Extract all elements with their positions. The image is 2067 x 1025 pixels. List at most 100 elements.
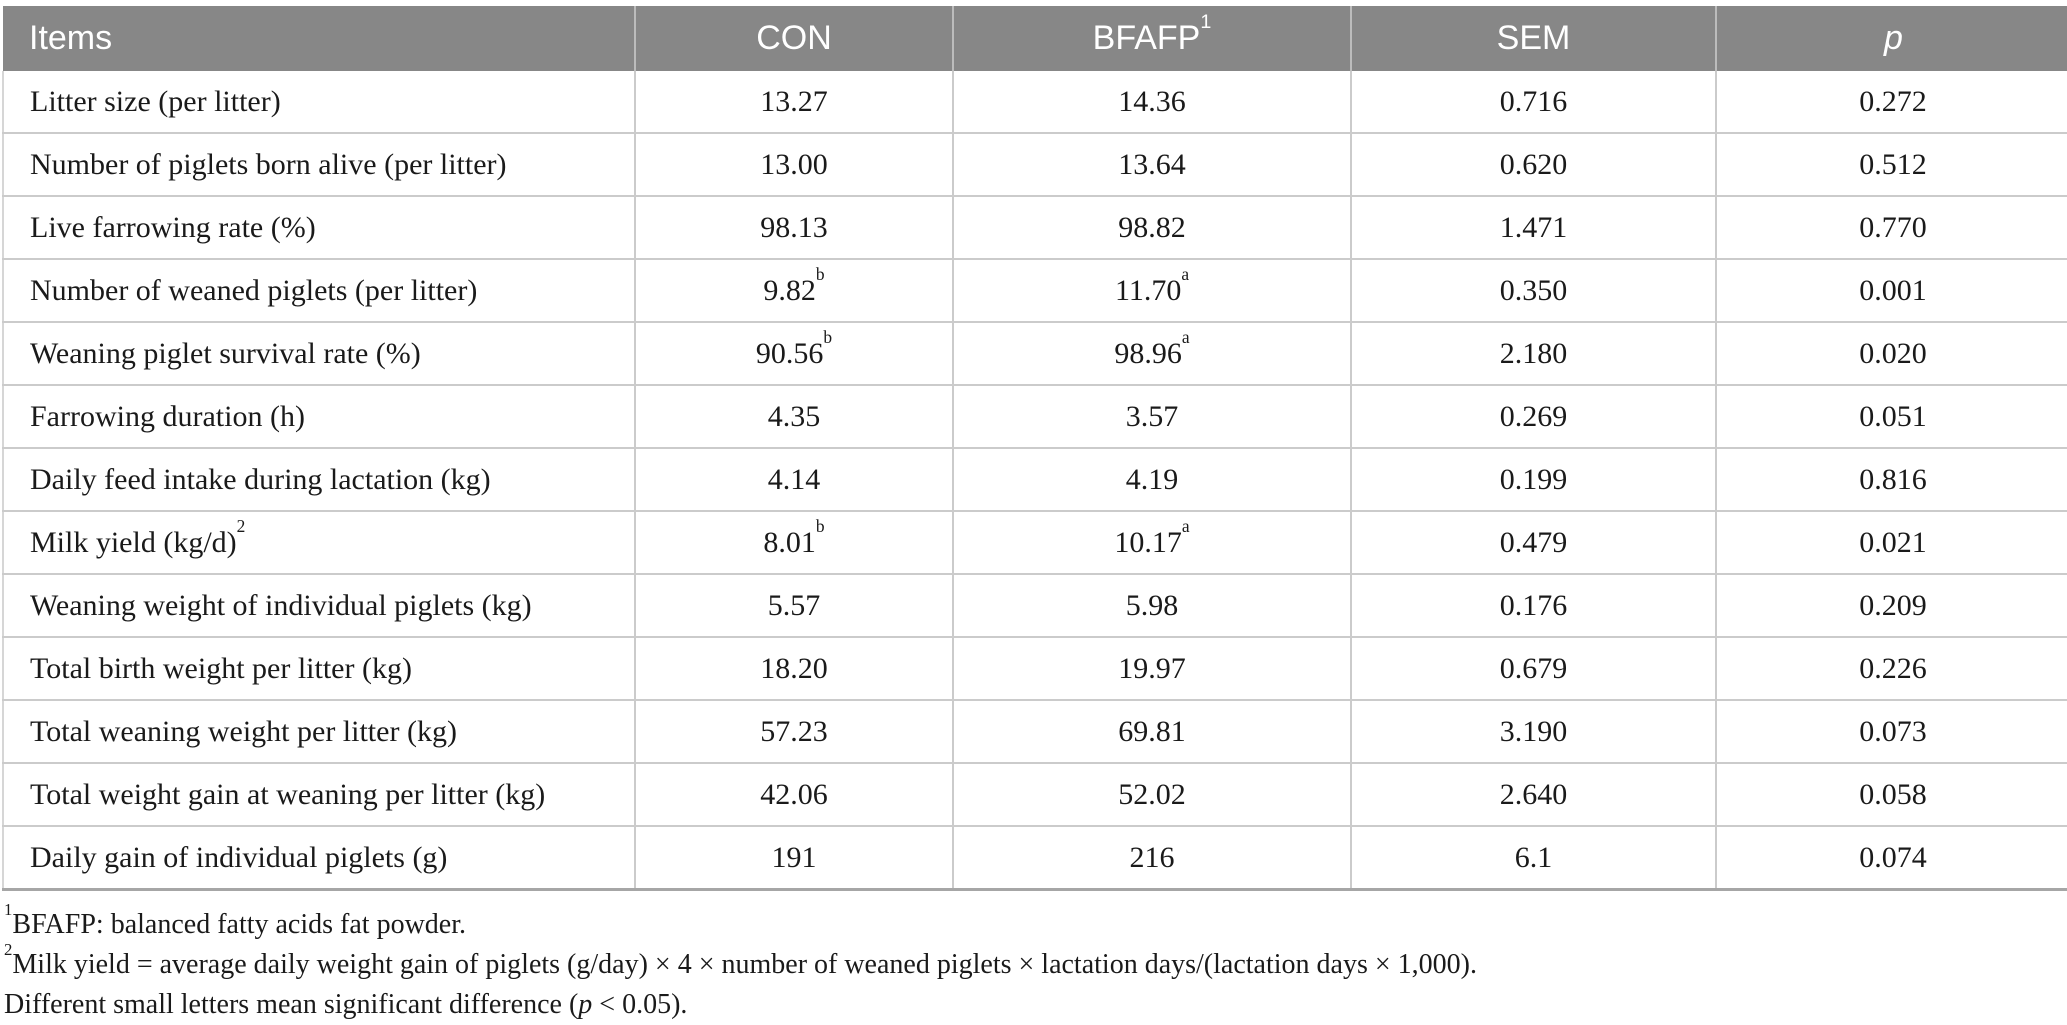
item-cell-value: Weaning weight of individual piglets (kg…	[30, 588, 532, 622]
footnote-3-text: Different small letters mean significant…	[4, 989, 579, 1020]
sem-cell-value: 0.269	[1499, 399, 1568, 433]
item-cell: Total weaning weight per litter (kg)	[2, 700, 636, 764]
con-cell: 18.20	[635, 637, 954, 701]
sem-cell: 0.620	[1351, 133, 1717, 197]
sem-cell-value: 0.620	[1499, 147, 1568, 181]
p-cell: 0.816	[1716, 448, 2067, 512]
p-cell-value: 0.816	[1859, 462, 1927, 496]
footnote-2-superscript: 2	[4, 940, 13, 960]
column-header-p-label: p	[1884, 19, 1903, 57]
item-cell-value: Live farrowing rate (%)	[30, 210, 316, 244]
item-cell: Number of piglets born alive (per litter…	[2, 133, 636, 197]
bfafp-cell: 11.70a	[953, 259, 1352, 323]
con-cell: 4.14	[635, 448, 954, 512]
column-header-items: Items	[3, 6, 636, 71]
bfafp-cell-value: 5.98	[1125, 588, 1179, 622]
con-cell: 5.57	[635, 574, 954, 638]
bfafp-cell-value: 3.57	[1125, 399, 1179, 433]
table-row: Daily gain of individual piglets (g) 191 2…	[2, 826, 2067, 891]
sem-cell: 3.190	[1351, 700, 1717, 764]
con-cell-value: 90.56	[755, 336, 824, 370]
footnote-2-text: Milk yield = average daily weight gain o…	[12, 949, 1477, 980]
p-cell: 0.021	[1716, 511, 2067, 575]
bfafp-cell: 14.36	[953, 71, 1352, 134]
con-cell: 191	[635, 826, 954, 891]
bfafp-cell-value: 4.19	[1125, 462, 1179, 496]
item-cell: Live farrowing rate (%)	[2, 196, 636, 260]
header-row: Items CON BFAFP1 SEM p	[3, 6, 2067, 71]
column-header-bfafp-label: BFAFP	[1092, 19, 1201, 57]
table-body: Litter size (per litter) 13.27 14.36 0.716 0…	[2, 71, 2067, 891]
con-cell-value: 42.06	[760, 777, 828, 811]
con-cell-value: 5.57	[767, 588, 821, 622]
con-cell: 57.23	[635, 700, 954, 764]
con-cell-value: 4.14	[767, 462, 821, 496]
bfafp-cell-superscript: a	[1181, 515, 1190, 536]
p-cell: 0.001	[1716, 259, 2067, 323]
table-row: Live farrowing rate (%) 98.13 98.82 1.471 0.…	[2, 196, 2067, 260]
item-cell-value: Daily feed intake during lactation (kg)	[30, 462, 491, 496]
p-cell-value: 0.512	[1859, 147, 1927, 181]
sem-cell-value: 0.176	[1499, 588, 1568, 622]
p-cell-value: 0.051	[1859, 399, 1927, 433]
item-cell-value: Number of weaned piglets (per litter)	[30, 273, 478, 307]
con-cell: 9.82b	[635, 259, 954, 323]
bfafp-cell-value: 14.36	[1118, 84, 1186, 118]
bfafp-cell: 69.81	[953, 700, 1352, 764]
bfafp-cell-value: 98.96	[1114, 336, 1182, 370]
bfafp-cell: 216	[953, 826, 1352, 891]
item-cell: Daily feed intake during lactation (kg)	[2, 448, 636, 512]
p-cell: 0.512	[1716, 133, 2067, 197]
column-header-sem-label: SEM	[1496, 19, 1571, 57]
con-cell-value: 13.27	[760, 84, 828, 118]
p-cell-value: 0.073	[1859, 714, 1927, 748]
bfafp-cell-superscript: a	[1181, 326, 1190, 347]
column-header-bfafp: BFAFP1	[953, 6, 1352, 71]
footnote-bfafp-definition: 1BFAFP: balanced fatty acids fat powder.	[4, 901, 2067, 945]
item-cell-value: Milk yield (kg/d)	[30, 525, 237, 559]
table-row: Total weight gain at weaning per litter …	[2, 763, 2067, 827]
con-cell: 13.00	[635, 133, 954, 197]
con-cell-value: 13.00	[760, 147, 828, 181]
bfafp-cell-value: 11.70	[1114, 273, 1182, 307]
sem-cell: 0.199	[1351, 448, 1717, 512]
item-cell: Weaning weight of individual piglets (kg…	[2, 574, 636, 638]
p-cell-value: 0.226	[1859, 651, 1927, 685]
footnote-1-text: BFAFP: balanced fatty acids fat powder.	[12, 909, 466, 940]
item-cell: Total birth weight per litter (kg)	[2, 637, 636, 701]
bfafp-cell: 98.82	[953, 196, 1352, 260]
item-cell: Farrowing duration (h)	[2, 385, 636, 449]
table-row: Number of weaned piglets (per litter) 9.8…	[2, 259, 2067, 323]
bfafp-cell-value: 216	[1129, 840, 1175, 874]
p-cell-value: 0.209	[1859, 588, 1927, 622]
item-cell: Daily gain of individual piglets (g)	[2, 826, 636, 891]
item-cell-value: Number of piglets born alive (per litter…	[30, 147, 507, 181]
p-cell-value: 0.058	[1859, 777, 1927, 811]
con-cell-value: 9.82	[763, 273, 816, 307]
sem-cell: 0.716	[1351, 71, 1717, 134]
table-row: Total weaning weight per litter (kg) 57.2…	[2, 700, 2067, 764]
con-cell-value: 4.35	[767, 399, 821, 433]
bfafp-cell: 98.96a	[953, 322, 1352, 386]
con-cell-superscript: b	[823, 326, 833, 347]
sem-cell: 2.180	[1351, 322, 1717, 386]
sem-cell: 0.350	[1351, 259, 1717, 323]
con-cell-value: 8.01	[763, 525, 816, 559]
table-row: Daily feed intake during lactation (kg) 4…	[2, 448, 2067, 512]
bfafp-cell: 19.97	[953, 637, 1352, 701]
bfafp-cell: 10.17a	[953, 511, 1352, 575]
item-cell-value: Farrowing duration (h)	[30, 399, 305, 433]
bfafp-cell-value: 19.97	[1118, 651, 1186, 685]
item-cell-value: Weaning piglet survival rate (%)	[30, 336, 421, 370]
sem-cell-value: 2.180	[1499, 336, 1568, 370]
p-cell: 0.020	[1716, 322, 2067, 386]
con-cell-value: 191	[771, 840, 817, 874]
item-cell: Milk yield (kg/d)2	[2, 511, 636, 575]
con-cell: 13.27	[635, 71, 954, 134]
table-row: Litter size (per litter) 13.27 14.36 0.716 0…	[2, 71, 2067, 134]
table-row: Farrowing duration (h) 4.35 3.57 0.269 0.051	[2, 385, 2067, 449]
table-footnotes: 1BFAFP: balanced fatty acids fat powder.…	[4, 901, 2067, 1025]
con-cell-value: 57.23	[760, 714, 828, 748]
sem-cell-value: 2.640	[1499, 777, 1568, 811]
item-cell: Litter size (per litter)	[2, 71, 636, 134]
